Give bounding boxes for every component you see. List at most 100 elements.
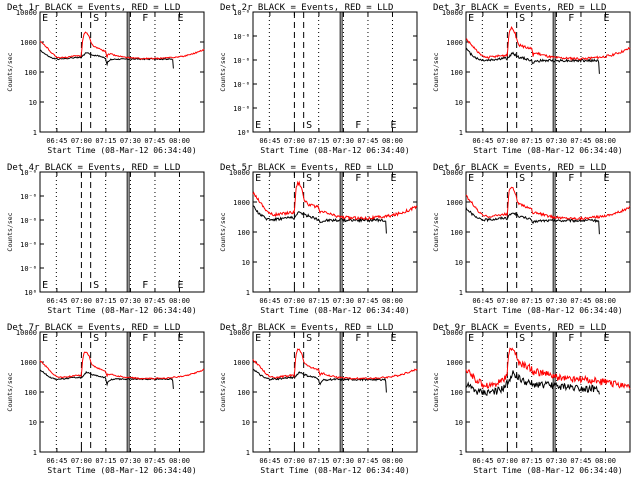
y-tick-label: 1: [33, 449, 37, 457]
series-lld: [252, 180, 418, 221]
x-axis-label: Start Time (08-Mar-12 06:34:40): [473, 146, 622, 155]
segment-marker-letter: E: [178, 280, 184, 291]
y-tick-label: 10: [29, 99, 37, 107]
segment-marker-letter: F: [355, 120, 361, 131]
panel-det-6: Det 6r BLACK = Events, RED = LLD 1 10 100 10…: [432, 163, 631, 315]
y-axis-label: Counts/sec: [432, 52, 440, 91]
x-tick-label: 07:45: [144, 457, 165, 465]
x-tick-label: 08:00: [595, 457, 616, 465]
y-tick-label: 100: [237, 389, 250, 397]
x-tick-label: 07:45: [357, 297, 378, 305]
y-tick-label: 10⁻⁶: [20, 193, 37, 201]
x-tick-label: 07:45: [570, 457, 591, 465]
series-lld: [465, 347, 631, 390]
x-tick-label: 07:00: [71, 137, 92, 145]
panel-det-4: Det 4r BLACK = Events, RED = LLD 10⁶ 10⁻⁶ 1…: [6, 163, 205, 315]
series-lld: [465, 186, 631, 221]
y-tick-label: 1: [459, 129, 463, 137]
segment-marker-letter: S: [93, 333, 99, 344]
x-tick-label: 06:45: [259, 297, 280, 305]
y-tick-label: 10⁻⁶: [20, 217, 37, 225]
y-tick-label: 10000: [229, 169, 250, 177]
y-tick-label: 10⁻⁶: [233, 105, 250, 113]
segment-marker-letter: F: [142, 280, 148, 291]
x-tick-label: 08:00: [169, 457, 190, 465]
segment-marker-letter: S: [519, 333, 525, 344]
x-tick-label: 07:00: [284, 137, 305, 145]
panel-det-1: Det 1r BLACK = Events, RED = LLD 1 10 100 10…: [6, 3, 205, 155]
x-tick-label: 08:00: [382, 457, 403, 465]
segment-marker-letter: E: [178, 333, 184, 344]
y-axis-label: Counts/sec: [219, 52, 227, 91]
x-axis-label: Start Time (08-Mar-12 06:34:40): [260, 466, 409, 475]
y-tick-label: 1: [246, 289, 250, 297]
x-tick-label: 07:30: [333, 297, 354, 305]
y-tick-label: 10000: [16, 329, 37, 337]
x-tick-label: 06:45: [259, 457, 280, 465]
y-tick-label: 10⁻⁶: [20, 169, 37, 177]
segment-marker-letter: E: [42, 280, 48, 291]
y-tick-label: 100: [237, 229, 250, 237]
panel-title: Det 8r BLACK = Events, RED = LLD: [220, 323, 393, 333]
y-tick-label: 10000: [442, 329, 463, 337]
y-tick-label: 100: [24, 389, 37, 397]
x-tick-label: 06:45: [472, 457, 493, 465]
y-tick-label: 1: [459, 289, 463, 297]
panel-title: Det 6r BLACK = Events, RED = LLD: [433, 163, 606, 173]
x-tick-label: 06:45: [46, 457, 67, 465]
panel-title: Det 4r BLACK = Events, RED = LLD: [7, 163, 180, 173]
segment-marker-letter: E: [604, 173, 610, 184]
x-tick-label: 07:30: [546, 457, 567, 465]
x-tick-label: 08:00: [169, 297, 190, 305]
y-axis-label: Counts/sec: [219, 372, 227, 411]
x-tick-label: 06:45: [259, 137, 280, 145]
segment-marker-letter: E: [468, 333, 474, 344]
y-tick-label: 10⁻⁶: [233, 33, 250, 41]
x-tick-label: 07:00: [497, 457, 518, 465]
x-axis-label: Start Time (08-Mar-12 06:34:40): [47, 466, 196, 475]
y-tick-label: 1000: [233, 359, 250, 367]
x-tick-label: 07:30: [120, 457, 141, 465]
segment-marker-letter: E: [42, 13, 48, 24]
series-lld: [39, 351, 205, 380]
segment-marker-letter: F: [568, 173, 574, 184]
y-axis-label: Counts/sec: [432, 212, 440, 251]
segment-marker-letter: E: [604, 333, 610, 344]
x-tick-label: 07:00: [284, 457, 305, 465]
x-tick-label: 08:00: [595, 297, 616, 305]
y-tick-label: 100: [450, 69, 463, 77]
segment-marker-letter: F: [355, 173, 361, 184]
x-tick-label: 08:00: [382, 137, 403, 145]
series-lld: [465, 26, 631, 61]
x-axis-label: Start Time (08-Mar-12 06:34:40): [260, 146, 409, 155]
segment-marker-letter: S: [93, 13, 99, 24]
x-tick-label: 07:15: [521, 137, 542, 145]
y-tick-label: 1000: [446, 199, 463, 207]
series-events: [465, 370, 600, 397]
x-tick-label: 07:00: [71, 297, 92, 305]
segment-marker-letter: E: [42, 333, 48, 344]
segment-marker-letter: E: [255, 120, 261, 131]
panel-det-5: Det 5r BLACK = Events, RED = LLD 1 10 100 10…: [219, 163, 418, 315]
segment-marker-letter: S: [306, 333, 312, 344]
panel-det-8: Det 8r BLACK = Events, RED = LLD 1 10 100 10…: [219, 323, 418, 475]
x-tick-label: 07:15: [308, 457, 329, 465]
panel-det-7: Det 7r BLACK = Events, RED = LLD 1 10 100 10…: [6, 323, 205, 475]
segment-marker-letter: F: [355, 333, 361, 344]
segment-marker-letter: S: [306, 173, 312, 184]
x-tick-label: 07:00: [497, 297, 518, 305]
x-tick-label: 07:15: [521, 297, 542, 305]
x-tick-label: 06:45: [46, 137, 67, 145]
y-axis-label: Counts/sec: [6, 212, 14, 251]
y-axis-label: Counts/sec: [219, 212, 227, 251]
segment-marker-letter: S: [306, 120, 312, 131]
x-tick-label: 07:15: [95, 457, 116, 465]
panel-title: Det 1r BLACK = Events, RED = LLD: [7, 3, 180, 13]
y-tick-label: 1000: [446, 39, 463, 47]
series-lld: [252, 348, 418, 381]
y-tick-label: 10⁶: [24, 289, 37, 297]
x-tick-label: 07:15: [521, 457, 542, 465]
x-tick-label: 07:15: [95, 137, 116, 145]
x-axis-label: Start Time (08-Mar-12 06:34:40): [473, 466, 622, 475]
